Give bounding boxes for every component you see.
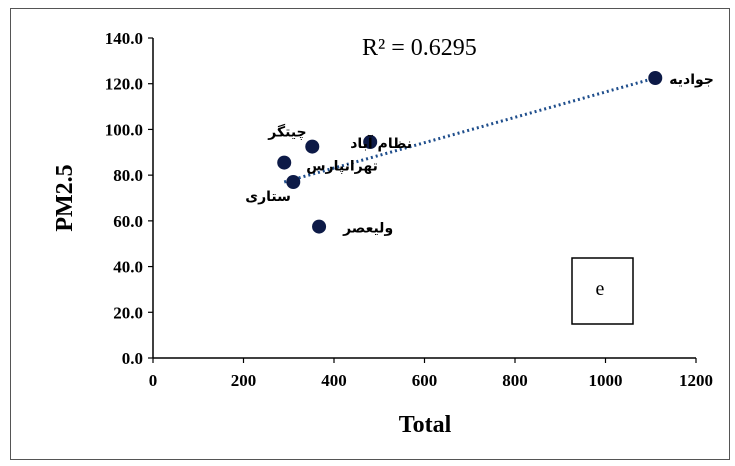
- point-label: جوادیه: [669, 72, 714, 88]
- y-tick-label: 60.0: [113, 212, 143, 231]
- y-tick-label: 40.0: [113, 258, 143, 277]
- y-tick-label: 80.0: [113, 166, 143, 185]
- point-label: چیتگر: [267, 124, 306, 141]
- x-tick-label: 600: [412, 371, 438, 390]
- point-label: نظام آباد: [350, 134, 412, 152]
- data-point: [277, 155, 292, 170]
- data-point: [363, 135, 378, 149]
- point-labels: جوادیه نظام آباد چیتگر تهرانپارس ستاری ولیعصر: [245, 72, 714, 237]
- x-axis-title: Total: [399, 412, 452, 438]
- x-tick-label: 800: [502, 371, 528, 390]
- y-tick-label: 120.0: [105, 75, 143, 94]
- x-tick-label: 200: [231, 371, 257, 390]
- x-tick-label: 400: [321, 371, 347, 390]
- data-point: [312, 219, 327, 234]
- x-tick-label: 0: [149, 371, 158, 390]
- data-point: [286, 175, 301, 189]
- point-label: ولیعصر: [342, 221, 393, 237]
- y-tick-label: 0.0: [122, 349, 143, 368]
- panel-label: e: [596, 278, 605, 300]
- panel-label-box: [571, 257, 634, 325]
- point-label: ستاری: [245, 189, 291, 205]
- trendline: [283, 76, 656, 184]
- x-tick-label: 1200: [679, 371, 713, 390]
- trendline-group: [283, 76, 656, 184]
- x-tick-label: 1000: [589, 371, 623, 390]
- y-tick-label: 20.0: [113, 303, 143, 322]
- point-label: تهرانپارس: [306, 159, 378, 175]
- y-tick-label: 100.0: [105, 120, 143, 139]
- y-axis-title: PM2.5: [52, 164, 78, 231]
- data-point: [648, 71, 663, 85]
- chart-frame: [10, 8, 730, 460]
- data-point: [305, 139, 320, 154]
- y-tick-label: 140.0: [105, 29, 143, 48]
- x-axis: 0 200 400 600 800 1000 1200: [149, 357, 713, 390]
- y-axis: 0.0 20.0 40.0 60.0 80.0 100.0 120.0 140.0: [105, 29, 154, 368]
- data-points: [277, 71, 663, 234]
- r-squared-label: R² = 0.6295: [362, 35, 477, 61]
